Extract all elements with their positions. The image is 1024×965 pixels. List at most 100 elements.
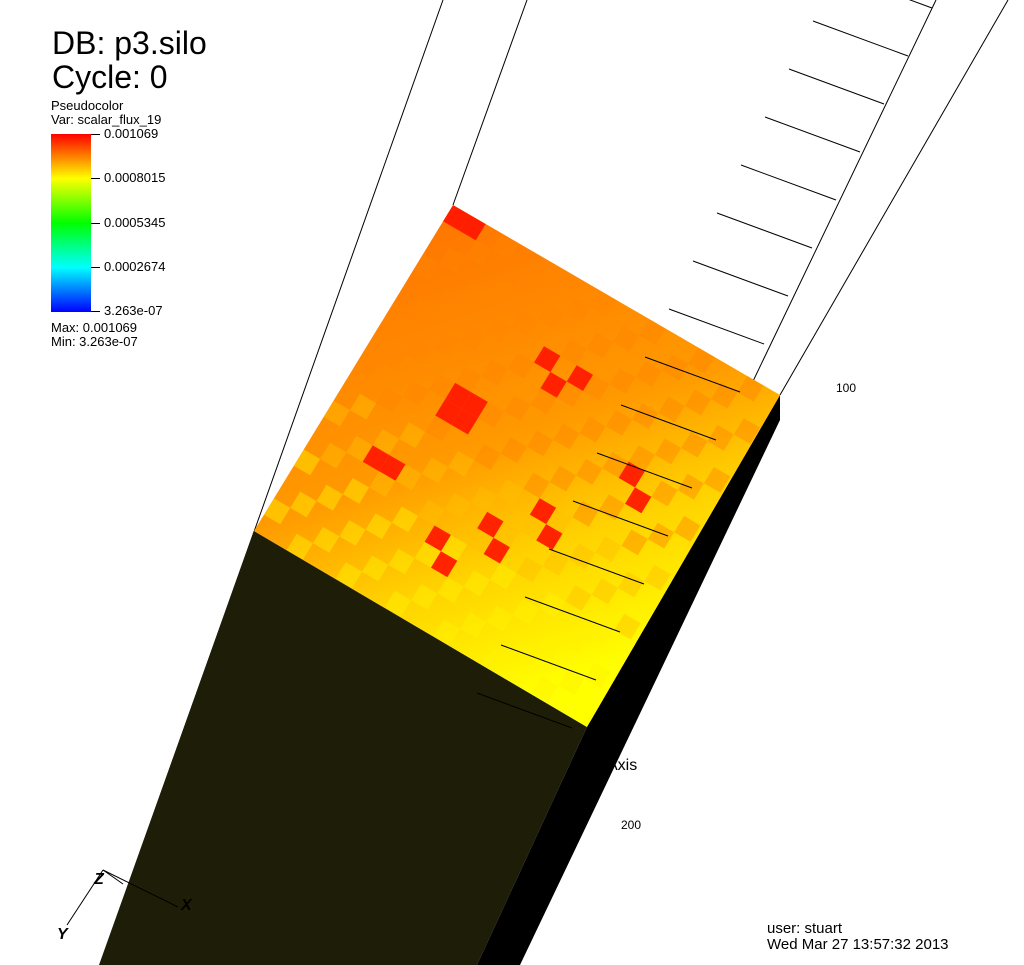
flux-cell — [583, 374, 610, 401]
colorbar-tick — [91, 267, 100, 268]
flux-cell — [443, 205, 470, 231]
flux-cell — [509, 640, 536, 667]
flux-cell — [365, 513, 392, 540]
flux-cell — [467, 528, 494, 554]
flux-cell — [437, 577, 464, 603]
axis-tick — [812, 20, 909, 57]
flux-cell — [595, 536, 622, 563]
flux-cell — [391, 506, 419, 533]
flux-cell — [433, 619, 461, 645]
dark-lower-face — [99, 531, 587, 965]
flux-cell — [647, 522, 675, 549]
flux-cell — [519, 514, 547, 541]
flux-cell — [493, 521, 520, 548]
colorbar-tick — [91, 311, 100, 312]
flux-cell — [411, 583, 438, 610]
flux-cell — [549, 465, 576, 492]
flux-cell — [362, 555, 389, 582]
flux-cell — [463, 570, 490, 597]
flux-cell — [635, 361, 662, 387]
flux-cell — [558, 669, 585, 696]
flux-cell — [362, 445, 390, 472]
flux-cell — [482, 647, 510, 674]
flux-cell — [477, 511, 504, 538]
flux-cell — [402, 380, 429, 406]
axis-tick — [764, 116, 861, 153]
flux-cell — [540, 372, 567, 398]
flux-cell — [448, 450, 475, 477]
flux-cell — [541, 262, 568, 288]
flux-cell — [339, 520, 366, 546]
triad-y-label: Y — [57, 926, 68, 943]
flux-cell — [372, 429, 399, 455]
flux-cell — [703, 467, 731, 493]
date-info: Wed Mar 27 13:57:32 2013 — [767, 936, 949, 953]
flux-cell — [459, 214, 486, 241]
flux-cell — [474, 444, 501, 470]
flux-cell — [565, 585, 592, 611]
flux-cell — [588, 620, 615, 647]
flux-cell — [711, 382, 738, 409]
flux-cell — [677, 473, 704, 500]
flux-cell — [542, 549, 569, 576]
legend-variable: Var: scalar_flux_19 — [51, 112, 162, 127]
axis-title: Axis — [607, 757, 638, 774]
flux-cell — [431, 551, 458, 578]
flux-cell — [409, 296, 436, 322]
flux-cell — [531, 676, 559, 702]
flux-cell — [584, 662, 611, 689]
flux-cell — [504, 395, 531, 421]
axis-tick — [908, 0, 933, 9]
flux-cell — [561, 627, 589, 654]
axis-label-100: 100 — [836, 381, 857, 395]
flux-cell — [424, 525, 451, 552]
flux-cell — [462, 282, 489, 309]
flux-cell — [477, 401, 505, 428]
flux-cell — [342, 478, 370, 504]
colorbar-tick — [91, 134, 100, 135]
colorbar-tick — [91, 178, 100, 179]
flux-cell — [335, 562, 363, 588]
flux-cell — [707, 424, 734, 451]
flux-cell — [379, 454, 406, 481]
flux-cell — [263, 498, 291, 525]
axis-label-200: 200 — [621, 818, 642, 832]
flux-cell — [512, 598, 540, 625]
flux-cell — [313, 526, 340, 553]
flux-cells — [263, 205, 764, 702]
flux-cell — [662, 354, 689, 381]
flux-cell — [537, 304, 564, 330]
flux-cell — [568, 543, 596, 569]
legend-min: Min: 3.263e-07 — [51, 334, 138, 349]
flux-cell — [353, 351, 380, 378]
flux-cell — [566, 365, 594, 391]
flux-cell — [625, 487, 652, 514]
flux-cell — [576, 458, 603, 485]
flux-cell — [445, 382, 472, 409]
axis-tick — [500, 644, 597, 681]
axis-tick — [716, 212, 813, 249]
flux-cell — [444, 492, 471, 519]
colorbar-tick — [91, 223, 100, 224]
flux-cell — [421, 457, 449, 484]
flux-cell — [737, 376, 764, 402]
legend-plot-type: Pseudocolor — [51, 98, 124, 113]
flux-cell — [539, 592, 566, 618]
legend-max: Max: 0.001069 — [51, 320, 138, 335]
flux-cell — [609, 367, 636, 394]
colorbar-tick-label: 0.0002674 — [104, 259, 166, 274]
triad-x-label: X — [181, 897, 192, 914]
flux-cell — [617, 571, 645, 598]
flux-cell — [379, 344, 407, 371]
flux-cell — [497, 479, 524, 506]
flux-cell — [486, 605, 513, 632]
flux-cell — [534, 346, 561, 372]
flux-cell — [590, 290, 617, 317]
flux-cell — [526, 430, 554, 457]
axis-ticks — [476, 0, 933, 729]
colorbar-tick-label: 0.0005345 — [104, 215, 166, 230]
flux-cell — [293, 449, 321, 476]
flux-cell — [639, 319, 666, 345]
flux-cell — [461, 392, 488, 419]
